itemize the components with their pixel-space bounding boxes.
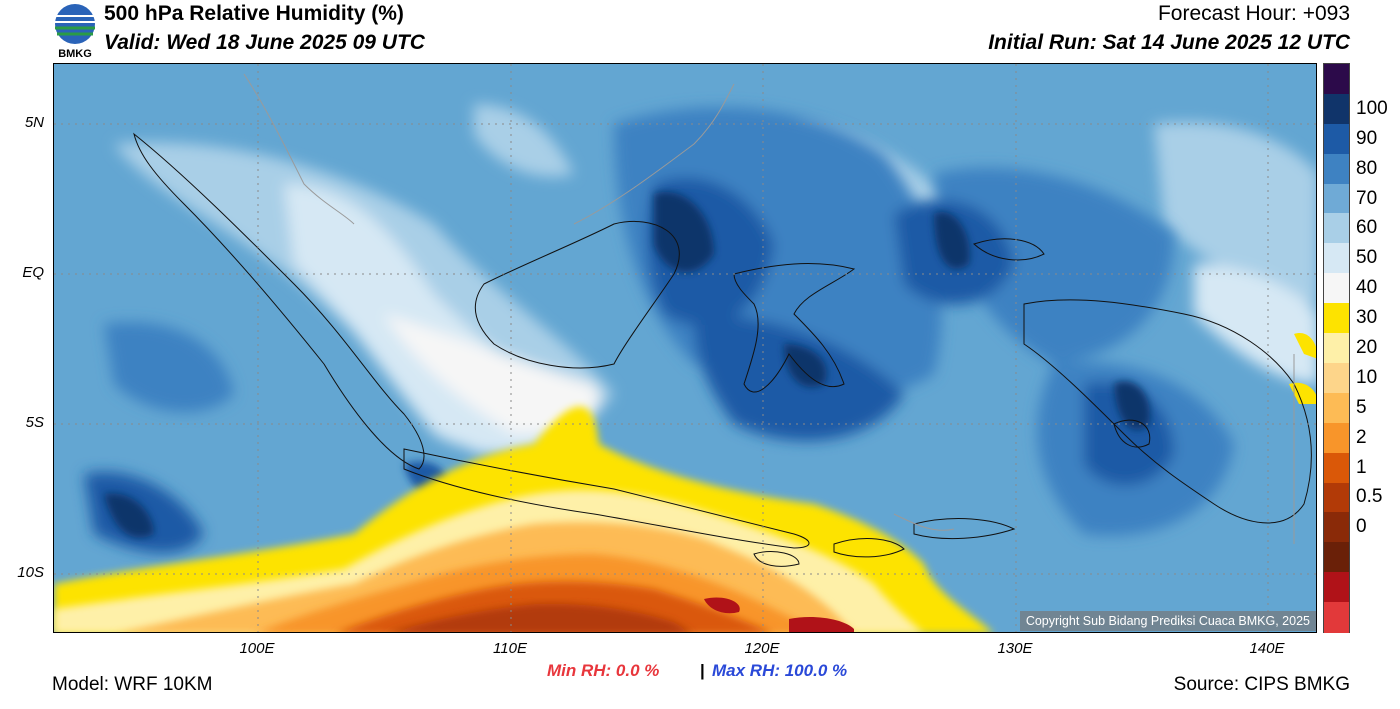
colorbar-segment (1324, 303, 1349, 334)
colorbar (1323, 63, 1350, 633)
colorbar-label: 100 (1356, 97, 1388, 119)
rh-separator: | (700, 661, 705, 680)
colorbar-label: 70 (1356, 187, 1378, 209)
colorbar-segment (1324, 572, 1349, 603)
min-rh: Min RH: 0.0 % (547, 661, 660, 680)
rh-field-saturated (104, 192, 1150, 538)
colorbar-segment (1324, 243, 1349, 274)
colorbar-label: 2 (1356, 426, 1367, 448)
colorbar-label: 80 (1356, 157, 1378, 179)
max-rh: Max RH: 100.0 % (712, 661, 848, 680)
colorbar-segment (1324, 362, 1349, 394)
forecast-hour: Forecast Hour: +093 (1157, 2, 1350, 25)
country-borders (243, 73, 1295, 544)
colorbar-segment (1324, 542, 1349, 573)
colorbar-label: 0.5 (1356, 486, 1383, 508)
lon-tick-label: 120E (744, 640, 780, 657)
coastlines (133, 132, 1312, 567)
colorbar-label: 50 (1356, 247, 1378, 269)
colorbar-segment (1324, 512, 1349, 543)
lat-tick-label: 5N (24, 114, 44, 131)
rh-field-dry (54, 333, 1316, 632)
lon-tick-label: 110E (493, 640, 527, 657)
source-label: Source: CIPS BMKG (1173, 674, 1350, 695)
colorbar-label: 5 (1356, 396, 1367, 418)
lat-tick-label: 10S (17, 564, 44, 581)
lon-tick-label: 140E (1249, 640, 1285, 657)
colorbar-segment (1324, 153, 1349, 185)
colorbar-segment (1324, 64, 1349, 95)
colorbar-label: 1 (1356, 456, 1367, 478)
colorbar-segment (1324, 422, 1349, 454)
rh-field-moist (84, 107, 1234, 553)
colorbar-label: 90 (1356, 127, 1378, 149)
colorbar-segment (1324, 333, 1349, 364)
colorbar-segment (1324, 602, 1349, 633)
map-panel (53, 63, 1317, 633)
graticule (54, 64, 1316, 632)
lon-tick-label: 100E (239, 640, 275, 657)
colorbar-segment (1324, 123, 1349, 155)
humidity-map (54, 64, 1316, 632)
colorbar-segment (1324, 213, 1349, 244)
colorbar-label: 10 (1356, 366, 1378, 388)
colorbar-segment (1324, 183, 1349, 215)
colorbar-segment (1324, 273, 1349, 304)
colorbar-label: 40 (1356, 277, 1378, 299)
copyright-notice: Copyright Sub Bidang Prediksi Cuaca BMKG… (1019, 611, 1316, 631)
colorbar-segment (1324, 392, 1349, 424)
lon-tick-label: 130E (997, 640, 1033, 657)
model-label: Model: WRF 10KM (52, 674, 213, 695)
rh-field-moderate (114, 104, 1316, 457)
valid-time: Valid: Wed 18 June 2025 09 UTC (104, 31, 425, 54)
lat-tick-label: EQ (22, 264, 44, 281)
colorbar-segment (1324, 452, 1349, 484)
map-title: 500 hPa Relative Humidity (%) (104, 2, 404, 25)
initial-run: Initial Run: Sat 14 June 2025 12 UTC (988, 31, 1350, 54)
bmkg-logo: BMKG (55, 4, 95, 60)
lat-tick-label: 5S (25, 414, 44, 431)
colorbar-label: 60 (1356, 217, 1378, 239)
colorbar-label: 30 (1356, 307, 1378, 329)
logo-text: BMKG (58, 48, 92, 60)
colorbar-label: 20 (1356, 337, 1378, 358)
colorbar-label: 0 (1356, 516, 1367, 538)
colorbar-segment (1324, 482, 1349, 513)
colorbar-segment (1324, 93, 1349, 125)
